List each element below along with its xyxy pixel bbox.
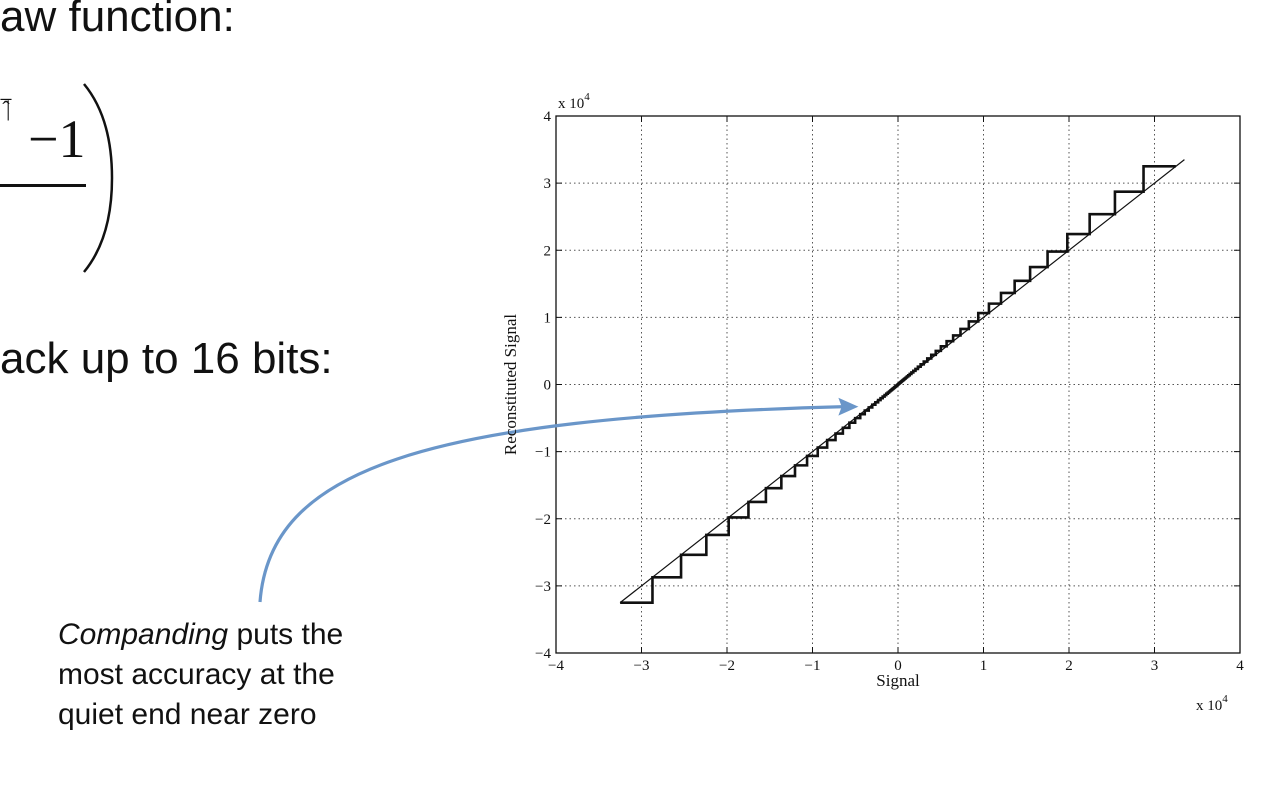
y-axis-title: Reconstituted Signal — [501, 314, 520, 455]
arrow-curve — [258, 405, 846, 603]
caption-line1-rest: puts the — [228, 618, 344, 651]
x-tick-label: −1 — [805, 658, 821, 674]
series-staircase — [620, 165, 1176, 604]
y-tick-label: 3 — [544, 176, 552, 192]
x-tick-label: 4 — [1236, 658, 1244, 674]
y-tick-label: 0 — [544, 378, 552, 394]
x-tick-label: −4 — [548, 658, 564, 674]
caption-emphasis: Companding — [58, 618, 229, 651]
y-multiplier-label: x 104 — [558, 91, 590, 112]
y-tick-label: −4 — [535, 646, 551, 662]
x-multiplier-base: x 10 — [1196, 698, 1222, 714]
axis-ticks: −4 −3 −2 −1 0 1 2 3 4 −4 −3 −2 −1 0 1 2 3 4 — [535, 109, 1244, 674]
y-tick-label: −1 — [535, 445, 551, 461]
x-tick-label: −3 — [634, 658, 650, 674]
annotation-arrow — [258, 397, 859, 603]
x-multiplier-exponent: 4 — [1222, 693, 1228, 705]
y-tick-label: −2 — [535, 512, 551, 528]
x-multiplier-label: x 104 — [1196, 693, 1228, 714]
caption-line2: most accuracy at the — [58, 658, 335, 691]
caption-line3: quiet end near zero — [58, 698, 317, 731]
x-tick-label: 2 — [1065, 658, 1073, 674]
grid — [556, 116, 1240, 653]
heading-fragment: aw function: — [0, 0, 235, 41]
equation-right-parenthesis — [83, 83, 114, 273]
x-tick-label: −2 — [719, 658, 735, 674]
y-multiplier-exponent: 4 — [584, 91, 590, 103]
bits-fragment: ack up to 16 bits: — [0, 334, 333, 383]
y-tick-label: 1 — [544, 310, 552, 326]
y-tick-label: 4 — [544, 109, 552, 125]
y-tick-label: −3 — [535, 579, 551, 595]
x-axis-title: Signal — [876, 671, 920, 690]
companding-caption: Companding puts the most accuracy at the… — [58, 615, 343, 735]
series-layer — [619, 159, 1185, 604]
equation-minus-one: −1 — [28, 109, 86, 169]
y-tick-label: 2 — [544, 243, 552, 259]
arrow-head — [838, 397, 859, 416]
y-multiplier-base: x 10 — [558, 96, 584, 112]
x-tick-label: 0 — [894, 658, 902, 674]
equation-fraction-bar — [0, 184, 86, 187]
x-tick-label: 1 — [980, 658, 988, 674]
x-tick-label: 3 — [1151, 658, 1159, 674]
equation-exponent-fragment: ̂̅| — [6, 96, 11, 121]
